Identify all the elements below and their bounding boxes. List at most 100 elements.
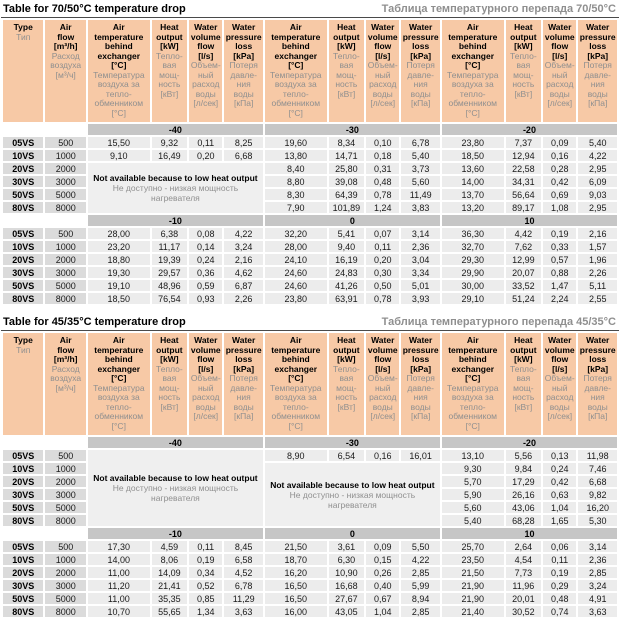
table-row: 20VS 2000 Not available because to low hea… — [3, 163, 617, 213]
column-header-ru: Температура воздуха за тепло- обменником… — [447, 69, 499, 118]
unit-type-cell: 50VS — [3, 280, 44, 291]
value-cell: 9,84 — [505, 463, 542, 474]
column-header-ru: Тепло- вая мощ- ность [кВт] — [333, 50, 360, 99]
table-row: 50VS 5000 5,60 43,06 1,04 16,20 — [3, 502, 617, 513]
value-cell: 13,60 — [441, 163, 504, 174]
unit-type-cell: 05VS — [3, 228, 44, 239]
table-row: 10VS 1000 14,00 8,06 0,19 6,58 18,70 6,30 0,15 4,… — [3, 554, 617, 565]
value-cell: 12,94 — [505, 150, 542, 161]
band-spacer — [3, 124, 86, 135]
air-flow-cell: 8000 — [45, 293, 86, 304]
value-cell: 41,26 — [328, 280, 365, 291]
value-cell: 0,31 — [366, 163, 400, 174]
value-cell: 4,59 — [151, 541, 188, 552]
value-cell: 5,01 — [401, 280, 440, 291]
value-cell: 10,90 — [328, 567, 365, 578]
value-cell: 5,50 — [401, 541, 440, 552]
temp-band-row: -40 -30 -20 — [3, 124, 617, 135]
temperature-table: Table for 70/50°C temperature drop Таблиц… — [1, 1, 619, 306]
unit-type-cell: 20VS — [3, 476, 44, 487]
value-cell: 25,70 — [441, 541, 504, 552]
unit-type-cell: 30VS — [3, 580, 44, 591]
table-row: 80VS 8000 18,50 76,54 0,93 2,26 23,80 63,91 0,78… — [3, 293, 617, 304]
value-cell: 1,08 — [543, 202, 577, 213]
value-cell: 3,63 — [578, 606, 617, 617]
value-cell: 14,00 — [441, 176, 504, 187]
table-row: 05VS 500 15,50 9,32 0,11 8,25 19,60 8,34 0,10 6,7… — [3, 137, 617, 148]
value-cell: 0,57 — [543, 254, 577, 265]
air-flow-cell: 500 — [45, 541, 86, 552]
value-cell: 8,94 — [401, 593, 440, 604]
value-cell: 8,34 — [328, 137, 365, 148]
air-flow-cell: 3000 — [45, 267, 86, 278]
value-cell: 5,70 — [441, 476, 504, 487]
table-title-en: Table for 45/35°C temperature drop — [3, 316, 186, 328]
unit-type-cell: 30VS — [3, 267, 44, 278]
column-header-ru: Потеря давле- ния воды [кПа] — [406, 60, 435, 108]
column-header-en: Air temperature behind exchanger [°C] — [448, 22, 498, 70]
value-cell: 0,19 — [543, 228, 577, 239]
column-header: Water volume flow [l/s] Объем- ный расход… — [366, 333, 400, 435]
column-header-ru: Потеря давле- ния воды [кПа] — [583, 60, 612, 108]
value-cell: 0,42 — [543, 176, 577, 187]
value-cell: 5,40 — [401, 150, 440, 161]
value-cell: 3,04 — [401, 254, 440, 265]
value-cell: 30,52 — [505, 606, 542, 617]
air-flow-cell: 8000 — [45, 606, 86, 617]
table-row: 20VS 2000 18,80 19,39 0,24 2,16 24,10 16,19 0,20… — [3, 254, 617, 265]
value-cell: 9,03 — [578, 189, 617, 200]
value-cell: 10,70 — [87, 606, 150, 617]
outdoor-temp-label: -30 — [264, 437, 440, 448]
value-cell: 2,26 — [224, 293, 263, 304]
value-cell: 43,06 — [505, 502, 542, 513]
value-cell: 0,20 — [366, 254, 400, 265]
value-cell: 0,14 — [189, 241, 223, 252]
unit-type-cell: 80VS — [3, 606, 44, 617]
outdoor-temp-label: -10 — [87, 215, 263, 226]
column-header: Air temperature behind exchanger [°C] Тем… — [87, 333, 150, 435]
value-cell: 11,29 — [224, 593, 263, 604]
column-header-en: Air temperature behind exchanger [°C] — [271, 335, 321, 383]
value-cell: 16,19 — [328, 254, 365, 265]
column-header-en: Water volume flow [l/s] — [367, 335, 398, 374]
value-cell: 14,71 — [328, 150, 365, 161]
unit-type-cell: 50VS — [3, 189, 44, 200]
value-cell: 4,22 — [578, 150, 617, 161]
air-flow-cell: 2000 — [45, 476, 86, 487]
outdoor-temp-label: -40 — [87, 437, 263, 448]
value-cell: 28,00 — [264, 241, 327, 252]
value-cell: 76,54 — [151, 293, 188, 304]
column-header-ru: Объем- ный расход воды [л/сек] — [544, 60, 575, 108]
value-cell: 11,17 — [151, 241, 188, 252]
value-cell: 48,96 — [151, 280, 188, 291]
column-header: Water pressure loss [kPa] Потеря давле- н… — [224, 333, 263, 435]
value-cell: 11,49 — [401, 189, 440, 200]
table-title-bar: Table for 70/50°C temperature drop Таблиц… — [1, 1, 619, 18]
value-cell: 29,30 — [441, 254, 504, 265]
value-cell: 36,30 — [441, 228, 504, 239]
value-cell: 7,37 — [505, 137, 542, 148]
value-cell: 0,28 — [543, 163, 577, 174]
value-cell: 7,62 — [505, 241, 542, 252]
value-cell: 23,80 — [264, 293, 327, 304]
column-header: Water volume flow [l/s] Объем- ный расход… — [543, 333, 577, 435]
column-header-en: Water volume flow [l/s] — [190, 22, 221, 61]
value-cell: 8,80 — [264, 176, 327, 187]
value-cell: 14,09 — [151, 567, 188, 578]
value-cell: 18,50 — [87, 293, 150, 304]
table-title-bar: Table for 45/35°C temperature drop Таблиц… — [1, 314, 619, 331]
value-cell: 16,49 — [151, 150, 188, 161]
value-cell: 21,40 — [441, 606, 504, 617]
table-row: 80VS 8000 5,40 68,28 1,65 5,30 — [3, 515, 617, 526]
value-cell: 29,90 — [441, 267, 504, 278]
column-header: Heat output [kW] Тепло- вая мощ- ность [к… — [505, 20, 542, 122]
column-header-ru: Температура воздуха за тепло- обменником… — [270, 69, 322, 118]
column-header: Heat output [kW] Тепло- вая мощ- ность [к… — [151, 20, 188, 122]
value-cell: 0,18 — [366, 150, 400, 161]
value-cell: 3,14 — [578, 541, 617, 552]
value-cell: 64,39 — [328, 189, 365, 200]
column-header-ru: Объем- ный расход воды [л/сек] — [367, 373, 398, 421]
air-flow-cell: 5000 — [45, 189, 86, 200]
air-flow-cell: 500 — [45, 137, 86, 148]
